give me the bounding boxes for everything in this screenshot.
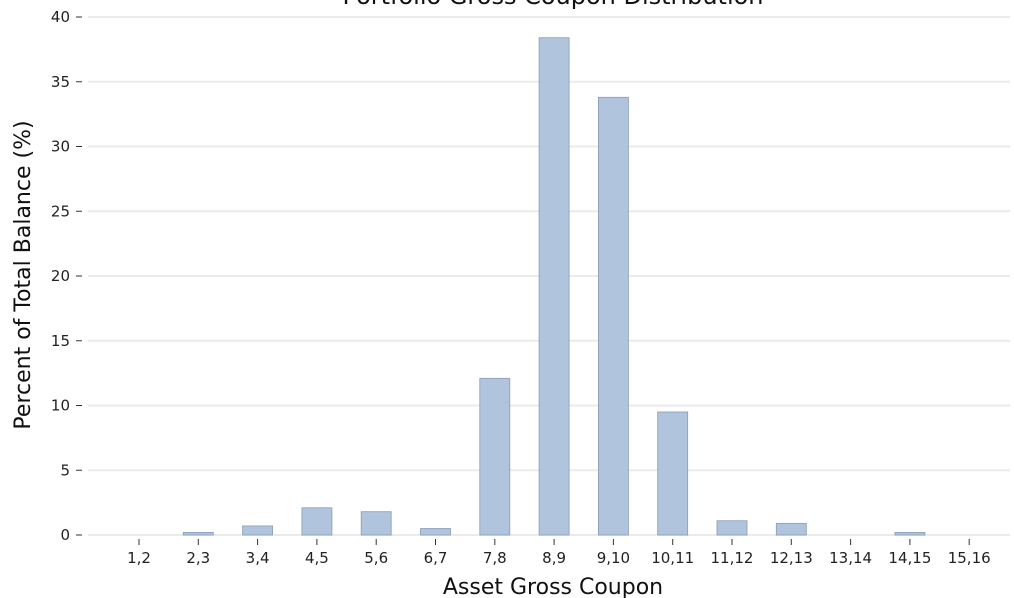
x-tick-label: 10,11 bbox=[651, 549, 694, 567]
x-tick-label: 7,8 bbox=[483, 549, 507, 567]
bar bbox=[894, 532, 926, 536]
x-tick-label: 4,5 bbox=[305, 549, 329, 567]
bar bbox=[420, 528, 451, 536]
bar bbox=[598, 96, 629, 536]
bar bbox=[182, 532, 214, 536]
x-tick-label: 15,16 bbox=[948, 549, 991, 567]
y-axis: 0 5 10 15 20 25 30 35 40 bbox=[51, 8, 82, 544]
x-tick-label: 6,7 bbox=[424, 549, 448, 567]
x-tick-label: 9,10 bbox=[597, 549, 630, 567]
y-tick-label: 30 bbox=[51, 138, 70, 156]
bar bbox=[538, 37, 570, 536]
x-tick-label: 3,4 bbox=[246, 549, 270, 567]
y-tick-label: 0 bbox=[60, 526, 70, 544]
y-tick-label: 20 bbox=[51, 267, 70, 285]
y-axis-label: Percent of Total Balance (%) bbox=[11, 120, 36, 429]
x-tick-label: 12,13 bbox=[770, 549, 813, 567]
y-tick-label: 40 bbox=[51, 8, 70, 26]
bar bbox=[775, 522, 807, 536]
y-tick-label: 5 bbox=[60, 461, 70, 479]
x-tick-label: 2,3 bbox=[186, 549, 210, 567]
y-tick-label: 25 bbox=[51, 202, 70, 220]
y-tick-label: 10 bbox=[51, 397, 70, 415]
x-tick-label: 8,9 bbox=[542, 549, 566, 567]
bar bbox=[657, 411, 689, 536]
bar bbox=[301, 507, 333, 536]
bar bbox=[716, 520, 748, 536]
x-tick-label: 5,6 bbox=[364, 549, 388, 567]
x-tick-label: 14,15 bbox=[888, 549, 931, 567]
y-tick-label: 15 bbox=[51, 332, 70, 350]
y-tick-label: 35 bbox=[51, 73, 70, 91]
bar bbox=[360, 511, 392, 536]
bar bbox=[479, 377, 511, 536]
bar bbox=[242, 525, 274, 536]
bars bbox=[182, 37, 926, 536]
x-tick-label: 13,14 bbox=[829, 549, 872, 567]
x-tick-label: 1,2 bbox=[127, 549, 151, 567]
x-tick-label: 11,12 bbox=[711, 549, 754, 567]
x-axis: 1,2 2,3 3,4 4,5 5,6 6,7 7,8 8,9 9,10 10,11 11,12 12… bbox=[127, 539, 991, 567]
x-axis-label: Asset Gross Coupon bbox=[443, 575, 663, 598]
chart-title: Portfolio Gross Coupon Distribution bbox=[342, 0, 763, 10]
